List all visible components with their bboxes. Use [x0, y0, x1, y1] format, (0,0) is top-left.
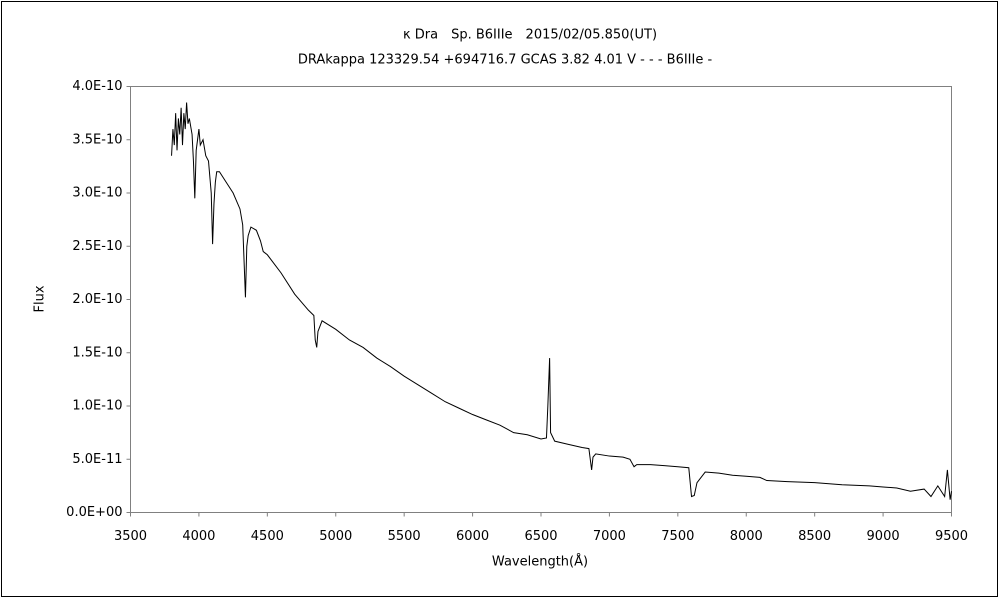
chart-subtitle: DRAkappa 123329.54 +694716.7 GCAS 3.82 4… [298, 53, 713, 68]
x-tick-label: 9000 [867, 529, 900, 544]
x-tick-label: 6000 [456, 529, 489, 544]
y-tick-label: 1.5E-10 [72, 345, 122, 360]
x-tick-label: 7500 [661, 529, 694, 544]
y-tick-label: 1.0E-10 [72, 399, 122, 414]
y-tick-label: 2.0E-10 [72, 292, 122, 307]
spectrum-line [171, 102, 952, 500]
x-tick-label: 5500 [388, 529, 421, 544]
y-axis-label: Flux [33, 285, 48, 312]
x-tick-label: 8000 [730, 529, 763, 544]
x-tick-label: 5000 [319, 529, 352, 544]
x-tick-label: 9500 [935, 529, 968, 544]
y-tick-label: 2.5E-10 [72, 239, 122, 254]
chart-title: κ Dra Sp. B6IIIe 2015/02/05.850(UT) [403, 28, 657, 43]
x-tick-label: 3500 [114, 529, 147, 544]
x-tick-label: 4000 [182, 529, 215, 544]
y-tick-label: 4.0E-10 [72, 79, 122, 94]
x-axis-label: Wavelength(Å) [492, 554, 588, 570]
y-tick-label: 3.5E-10 [72, 132, 122, 147]
x-tick-label: 7000 [593, 529, 626, 544]
x-tick-label: 4500 [251, 529, 284, 544]
x-tick-label: 6500 [524, 529, 557, 544]
y-tick-label: 5.0E-11 [72, 452, 122, 467]
y-tick-label: 0.0E+00 [66, 505, 122, 520]
x-tick-label: 8500 [798, 529, 831, 544]
y-tick-label: 3.0E-10 [72, 186, 122, 201]
